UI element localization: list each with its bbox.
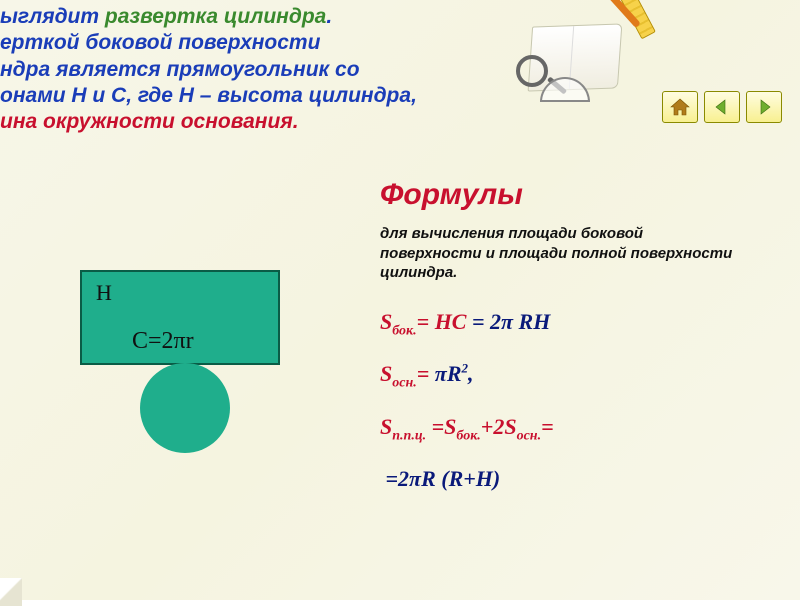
home-icon: [669, 97, 691, 117]
next-button[interactable]: [746, 91, 782, 123]
formula-3: Sп.п.ц. =Sбок.+2Sосн.=: [380, 414, 554, 439]
formula-base-area: Sосн.= πR2,: [380, 361, 780, 392]
formula-2-right: πR2,: [435, 361, 474, 386]
arrow-right-icon: [753, 97, 775, 117]
home-button[interactable]: [662, 91, 698, 123]
arrow-left-icon: [711, 97, 733, 117]
magnifier-icon: [516, 55, 548, 87]
formulas-heading: Формулы: [380, 178, 780, 212]
page-corner-fold: [0, 578, 22, 606]
slide-nav: [662, 91, 782, 123]
prev-button[interactable]: [704, 91, 740, 123]
diagram-label-H: H: [96, 280, 112, 306]
formulas-block: Формулы для вычисления площади боковой п…: [380, 178, 780, 514]
intro-line-1-prefix: ыглядит: [0, 5, 105, 28]
intro-line-1-term: развертка цилиндра: [105, 5, 326, 28]
cylinder-net-diagram: H C=2πr: [80, 270, 280, 365]
formula-1-left: Sбок.= HC: [380, 309, 472, 334]
formula-4: =2πR (R+H): [380, 466, 500, 491]
formula-total-area-result: =2πR (R+H): [380, 466, 780, 492]
diagram-circle: [140, 363, 230, 453]
formula-2-left: Sосн.=: [380, 361, 435, 386]
formula-lateral-area: Sбок.= HC = 2π RH: [380, 309, 780, 339]
intro-line-1-suffix: .: [326, 5, 332, 28]
formulas-subheading: для вычисления площади боковой поверхнос…: [380, 224, 740, 283]
intro-line-3: ндра является прямоугольник со: [0, 57, 800, 83]
formula-1-right: = 2π RH: [472, 309, 550, 334]
diagram-rectangle: H C=2πr: [80, 270, 280, 365]
diagram-label-C: C=2πr: [132, 328, 194, 355]
intro-line-1: ыглядит развертка цилиндра.: [0, 4, 800, 30]
decorative-supplies-art: [530, 0, 660, 95]
intro-line-2: ерткой боковой поверхности: [0, 30, 800, 56]
formula-total-area: Sп.п.ц. =Sбок.+2Sосн.=: [380, 414, 780, 444]
